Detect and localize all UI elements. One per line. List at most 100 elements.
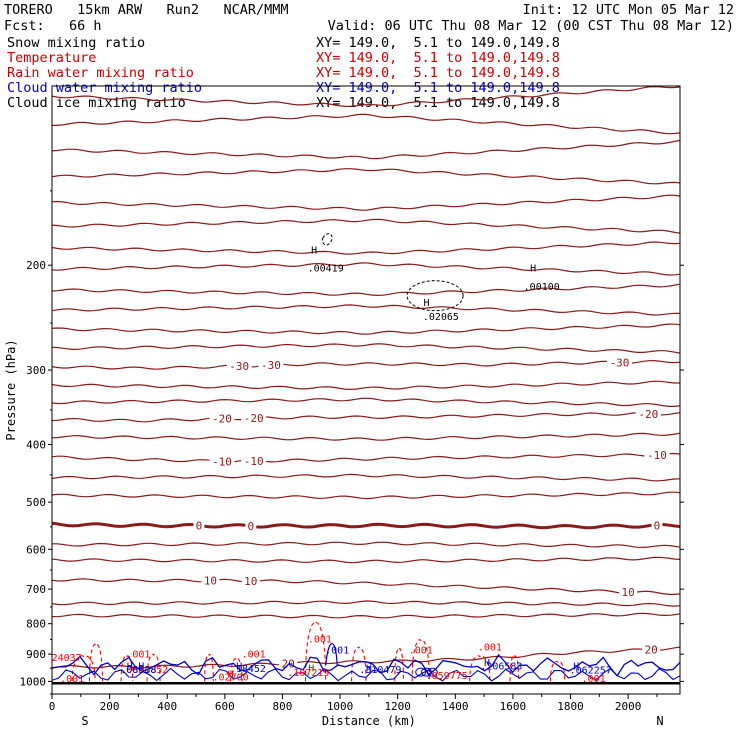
x-tick-label: 1800 bbox=[557, 700, 584, 713]
rain-water-contour bbox=[230, 658, 243, 682]
x-end-label-north: N bbox=[656, 714, 663, 728]
snow-value-label: .00419 bbox=[308, 264, 344, 275]
temperature-contour-label: -10 bbox=[212, 455, 232, 468]
cloud-water-contour bbox=[325, 643, 338, 666]
plot-area: -30 -30 -30-20 -20 -20-10 -10 -100 0 010 10102020… bbox=[40, 86, 680, 685]
temperature-contour bbox=[52, 380, 680, 391]
rain-water-contour bbox=[88, 643, 103, 682]
cloud-water-contour bbox=[426, 667, 438, 677]
y-tick-label: 400 bbox=[26, 438, 46, 451]
cloud-water-value-label: .001 bbox=[325, 645, 349, 656]
field-name: Temperature bbox=[7, 50, 97, 66]
field-name: Cloud water mixing ratio bbox=[7, 80, 203, 96]
temperature-contour bbox=[52, 323, 680, 335]
high-marker: H bbox=[308, 663, 314, 674]
cloud-water-value-label: .08638 bbox=[120, 665, 156, 676]
snow-contour bbox=[406, 280, 464, 312]
high-marker: H bbox=[573, 661, 579, 672]
temperature-contour-label: -20 bbox=[212, 413, 232, 426]
temperature-contour-label: 20 bbox=[645, 643, 658, 656]
contour-label-bg bbox=[607, 356, 633, 369]
temperature-contour bbox=[52, 139, 680, 160]
temperature-contour bbox=[52, 541, 680, 549]
x-tick-label: 1200 bbox=[384, 700, 411, 713]
temperature-contour bbox=[52, 218, 680, 234]
rain-water-contour bbox=[549, 660, 566, 682]
rain-value-label: .02700 bbox=[213, 673, 249, 684]
y-axis-title: Pressure (hPa) bbox=[4, 339, 18, 440]
cloud-water-contour bbox=[415, 667, 427, 677]
temperature-contour bbox=[52, 491, 680, 500]
init-time: Init: 12 UTC Mon 05 Mar 12 bbox=[522, 2, 734, 18]
cloud-water-value-label: .18452 bbox=[230, 664, 266, 675]
temperature-contour bbox=[52, 262, 680, 276]
temperature-contour-label: 0 bbox=[196, 520, 203, 533]
x-tick-label: 800 bbox=[273, 700, 293, 713]
contour-label-bg bbox=[619, 586, 638, 599]
contour-label-bg bbox=[209, 455, 235, 468]
forecast-hour: Fcst: 66 h bbox=[4, 18, 102, 34]
temperature-contour bbox=[52, 600, 680, 607]
rain-value-label: .059775 bbox=[426, 671, 468, 682]
temperature-contour bbox=[52, 343, 680, 354]
temperature-contour-label: 0 bbox=[654, 520, 661, 533]
y-tick-label: 600 bbox=[26, 543, 46, 556]
temperature-contour bbox=[52, 86, 680, 108]
temperature-contour-label: -20 bbox=[244, 412, 264, 425]
cloud-water-value-label: .310479 bbox=[359, 665, 401, 676]
high-marker: H bbox=[228, 669, 234, 680]
temperature-contour bbox=[52, 578, 680, 595]
snow-contour bbox=[321, 233, 333, 246]
temperature-contour bbox=[52, 241, 680, 255]
temperature-contour bbox=[52, 473, 680, 482]
x-tick-label: 1000 bbox=[327, 700, 354, 713]
rain-value-label: .001 bbox=[582, 674, 606, 685]
cloud-water-value-label: .062257 bbox=[570, 666, 612, 677]
cloud-water-contour bbox=[52, 653, 680, 677]
rain-value-label: .024037 bbox=[40, 653, 82, 664]
contour-label-bg bbox=[642, 643, 661, 656]
rain-water-contour bbox=[469, 655, 491, 682]
y-tick-label: 700 bbox=[26, 583, 46, 596]
contour-label-bg bbox=[258, 359, 284, 372]
contour-label-bg bbox=[241, 412, 267, 425]
rain-value-label: .001 bbox=[126, 650, 150, 661]
y-tick-label: 900 bbox=[26, 648, 46, 661]
contour-label-bg bbox=[193, 519, 205, 532]
x-axis-title: Distance (km) bbox=[322, 714, 416, 728]
cloud-water-contour bbox=[52, 667, 680, 682]
high-marker: H bbox=[423, 298, 429, 309]
contour-label-bg bbox=[644, 448, 670, 461]
cloud-water-value-label: .206583 bbox=[480, 661, 522, 672]
temperature-contour-label: -30 bbox=[610, 356, 630, 369]
field-xy-range: XY= 149.0, 5.1 to 149.0,149.8 bbox=[316, 65, 560, 81]
rain-water-contour bbox=[509, 655, 520, 682]
y-tick-label: 800 bbox=[26, 618, 46, 631]
contour-label-bg bbox=[201, 574, 220, 587]
contour-label-bg bbox=[241, 454, 267, 467]
rain-value-label: .001 bbox=[60, 674, 84, 685]
x-tick-label: 1600 bbox=[500, 700, 527, 713]
contour-label-bg bbox=[245, 519, 257, 532]
rain-value-label: .001 bbox=[242, 650, 266, 661]
contour-label-bg bbox=[651, 519, 663, 532]
cloud-water-contour bbox=[420, 667, 432, 677]
temperature-contour-label: -20 bbox=[638, 408, 658, 421]
temperature-contour bbox=[52, 412, 680, 423]
temperature-contour-label: 0 bbox=[247, 520, 254, 533]
rain-value-label: .0630852 bbox=[120, 665, 168, 676]
temperature-contour-label: -10 bbox=[647, 449, 667, 462]
y-tick-label: 200 bbox=[26, 259, 46, 272]
valid-time: Valid: 06 UTC Thu 08 Mar 12 (00 CST Thu … bbox=[327, 18, 734, 34]
contour-label-bg bbox=[241, 574, 260, 587]
field-xy-range: XY= 149.0, 5.1 to 149.0,149.8 bbox=[316, 80, 560, 96]
x-tick-label: 600 bbox=[215, 700, 235, 713]
y-tick-label: 1000 bbox=[20, 675, 47, 688]
rain-water-contour bbox=[71, 655, 96, 682]
temperature-contour-label: 10 bbox=[622, 586, 635, 599]
rain-value-label: .107219 bbox=[287, 668, 329, 679]
x-tick-label: 1400 bbox=[442, 700, 469, 713]
rain-value-label: .001 bbox=[409, 645, 433, 656]
temperature-contour bbox=[52, 556, 680, 564]
